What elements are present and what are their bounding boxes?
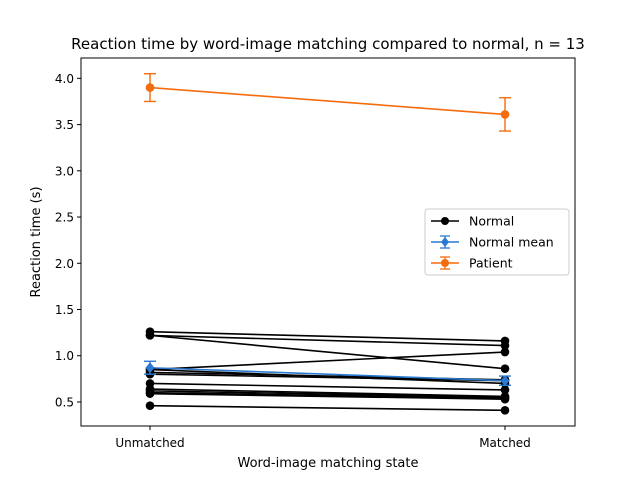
x-tick-label: Matched: [479, 436, 531, 450]
normal-subject-line: [149, 382, 506, 391]
plot-area: [144, 73, 511, 415]
normal-subject-line: [149, 404, 506, 412]
normal-mean-line: [149, 366, 506, 382]
normal-subject-line: [149, 373, 506, 382]
normal-subject-point: [500, 394, 510, 404]
normal-subject-line: [149, 368, 506, 385]
normal-subject-line: [149, 330, 506, 342]
patient-line: [149, 86, 506, 116]
x-tick-label: Unmatched: [115, 436, 184, 450]
patient-point: [145, 83, 155, 92]
normal-subject-line: [149, 334, 506, 347]
legend-label-normal: Normal: [469, 214, 514, 229]
normal-subject-line: [149, 391, 506, 400]
normal-subject-point: [145, 401, 155, 410]
chart-title: Reaction time by word-image matching com…: [71, 35, 585, 53]
normal-subject-point: [145, 331, 155, 340]
legend: Normal Normal mean Patient: [424, 208, 570, 276]
x-axis: Unmatched Matched: [115, 426, 531, 450]
x-axis-label: Word-image matching state: [237, 456, 418, 471]
y-tick-label: 0.5: [55, 395, 74, 409]
normal-mean-point: [500, 375, 510, 387]
legend-swatch-marker-normal: [441, 217, 449, 225]
plot-frame: [80, 57, 576, 427]
patient-point: [500, 110, 510, 119]
normal-mean-point: [145, 362, 155, 374]
y-axis: 0.5 1.0 1.5 2.0 2.5 3.0 3.5 4.0: [55, 72, 81, 409]
y-axis-label: Reaction time (s): [29, 186, 44, 297]
legend-swatch-marker-normal-mean: [441, 237, 449, 247]
y-tick-label: 2.5: [55, 211, 74, 225]
normal-subject-point: [500, 405, 510, 415]
normal-subject-point: [500, 341, 510, 350]
y-tick-label: 2.0: [55, 257, 74, 271]
y-tick-label: 1.0: [55, 349, 74, 363]
normal-subject-line: [149, 351, 506, 371]
normal-subject-point: [500, 347, 510, 357]
normal-subject-line: [149, 390, 506, 399]
y-tick-label: 3.5: [55, 118, 74, 132]
normal-subject-point: [145, 389, 155, 398]
legend-swatch-marker-patient: [441, 259, 449, 267]
normal-subject-point: [500, 385, 510, 395]
normal-subject-line: [149, 334, 506, 370]
legend-label-normal-mean: Normal mean: [469, 235, 554, 250]
y-tick-label: 4.0: [55, 72, 74, 86]
legend-box: [424, 208, 570, 276]
normal-subject-point: [500, 364, 510, 373]
y-tick-label: 1.5: [55, 303, 74, 317]
legend-label-patient: Patient: [469, 256, 513, 271]
normal-subject-line: [149, 392, 506, 400]
y-tick-label: 3.0: [55, 164, 74, 178]
normal-subject-line: [149, 388, 506, 398]
